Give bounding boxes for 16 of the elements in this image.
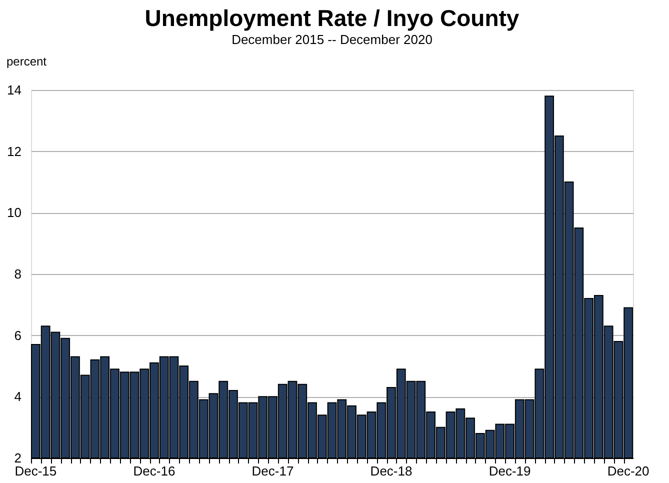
y-tick-label: 2 [14,450,22,466]
chart-subtitle: December 2015 -- December 2020 [232,32,432,47]
y-axis-title: percent [6,54,48,68]
x-tick-label: Dec-18 [370,464,412,478]
chart-title: Unemployment Rate / Inyo County [144,5,520,31]
x-tick-label: Dec-17 [252,464,294,478]
x-tick-label: Dec-15 [14,464,57,478]
x-tick-label: Dec-19 [488,464,531,478]
x-tick-label: Dec-16 [133,464,176,478]
y-tick-label: 12 [7,144,22,159]
x-tick-label: Dec-20 [607,464,650,478]
y-tick-label: 6 [14,328,22,343]
y-tick-label: 4 [14,389,22,404]
y-tick-label: 14 [7,82,22,98]
y-tick-label: 8 [14,266,22,282]
y-tick-label: 10 [7,205,22,220]
